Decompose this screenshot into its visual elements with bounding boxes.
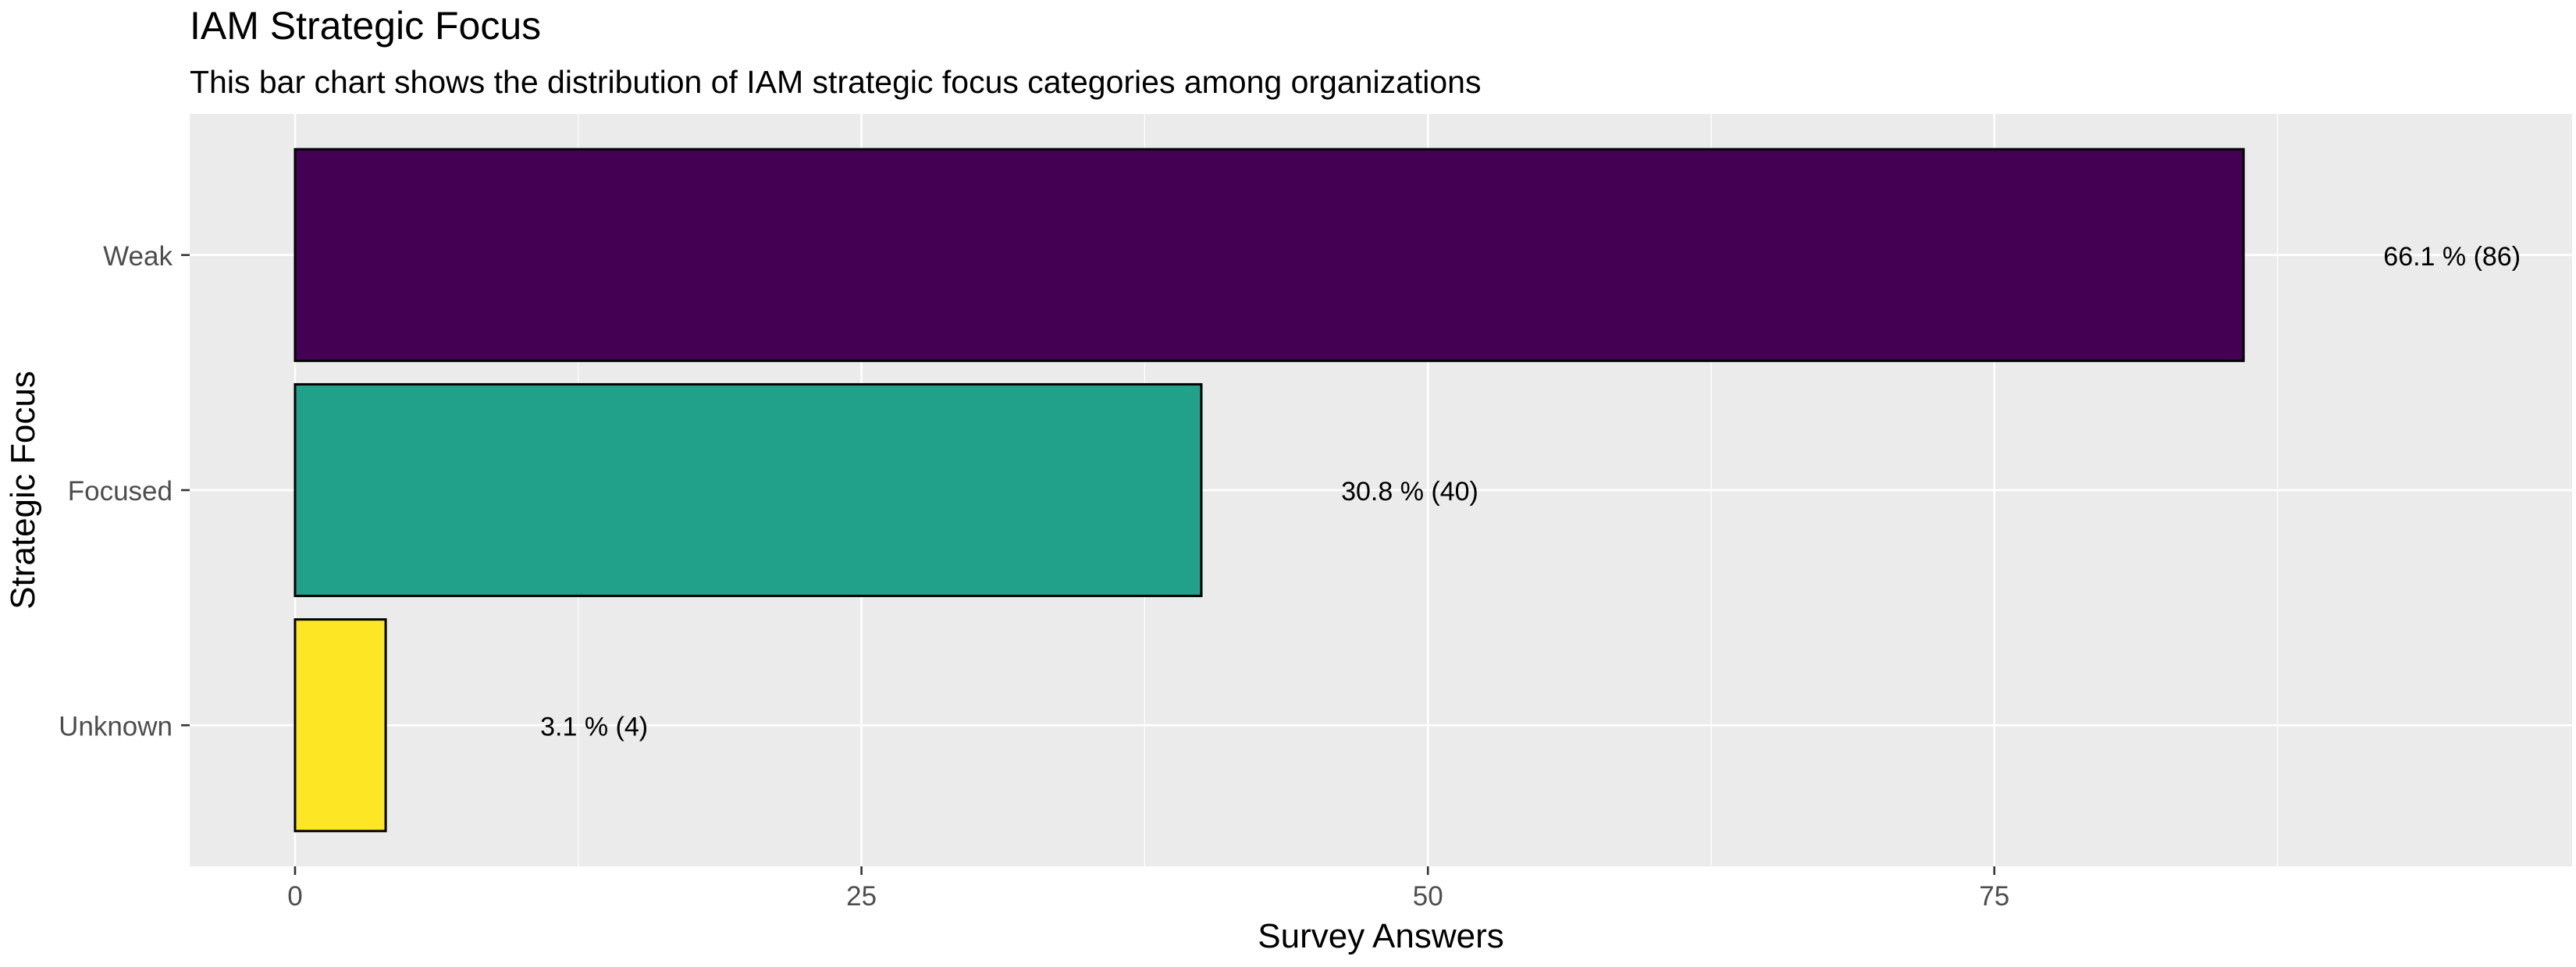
bar-weak (294, 148, 2245, 362)
x-axis: 0 25 50 75 (287, 866, 2009, 912)
bar-unknown (294, 618, 387, 833)
x-tick-label: 25 (846, 881, 877, 912)
bars (294, 148, 2245, 833)
y-axis: Weak Focused Unknown (59, 241, 190, 741)
x-axis-title: Survey Answers (1258, 917, 1503, 955)
chart-subtitle: This bar chart shows the distribution of… (190, 64, 1481, 100)
data-label-unknown: 3.1 % (4) (540, 712, 648, 741)
data-label-weak: 66.1 % (86) (2383, 242, 2521, 272)
y-tick-label-focused: Focused (68, 476, 173, 507)
chart-title: IAM Strategic Focus (190, 4, 541, 48)
data-labels: 66.1 % (86) 30.8 % (40) 3.1 % (4) (540, 242, 2521, 742)
y-tick-label-weak: Weak (103, 241, 173, 272)
y-tick-label-unknown: Unknown (59, 711, 173, 741)
y-axis-title: Strategic Focus (4, 371, 42, 610)
x-tick-label: 50 (1413, 881, 1443, 912)
bar-focused (294, 382, 1203, 598)
x-tick-label: 75 (1979, 881, 2009, 912)
data-label-focused: 30.8 % (40) (1341, 477, 1478, 507)
x-tick-label: 0 (287, 881, 302, 912)
